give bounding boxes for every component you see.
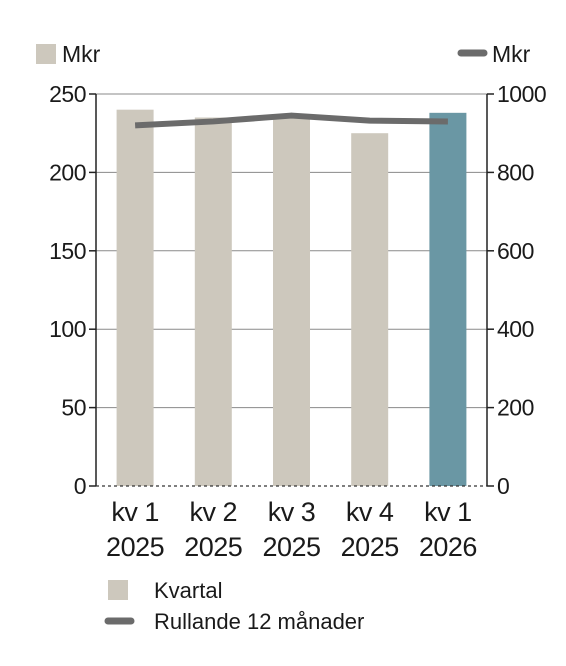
legend: Kvartal Rullande 12 månader	[104, 578, 364, 634]
unit-header: Mkr Mkr	[36, 41, 531, 67]
category-label: kv 4	[346, 497, 394, 527]
legend-line-label: Rullande 12 månader	[154, 609, 364, 634]
right-tick-label: 0	[497, 473, 509, 499]
left-tick-label: 200	[49, 159, 86, 185]
plot-area: 0 50 100 150 200 250 0 200 400 600 800 1000 kv 1 2025…	[49, 81, 547, 562]
category-label: kv 1	[111, 497, 159, 527]
right-tick-label: 1000	[497, 81, 546, 107]
bar	[194, 117, 232, 487]
left-tick-label: 50	[61, 395, 86, 421]
bar	[429, 112, 467, 486]
category-label: 2025	[341, 532, 399, 562]
left-tick-label: 100	[49, 316, 86, 342]
right-tick-label: 600	[497, 238, 534, 264]
bar	[273, 115, 310, 487]
left-tick-label: 0	[74, 473, 86, 499]
rolling-line	[134, 112, 448, 129]
right-tick-label: 200	[497, 395, 534, 421]
category-label: kv 3	[268, 497, 316, 527]
right-tick-label: 800	[497, 159, 534, 185]
category-label: 2026	[419, 532, 477, 562]
category-label: 2025	[262, 532, 320, 562]
bar	[116, 109, 154, 487]
right-tick-label: 400	[497, 316, 534, 342]
category-label: kv 1	[424, 497, 472, 527]
legend-bar-swatch	[108, 580, 128, 600]
left-tick-label: 150	[49, 238, 86, 264]
legend-bar-label: Kvartal	[154, 578, 222, 603]
left-tick-label: 250	[49, 81, 86, 107]
category-label: 2025	[106, 532, 164, 562]
bar	[351, 133, 389, 486]
category-label: 2025	[184, 532, 242, 562]
left-axis-unit: Mkr	[62, 41, 101, 67]
left-unit-swatch	[36, 44, 56, 64]
category-label: kv 2	[190, 497, 238, 527]
right-axis-unit: Mkr	[492, 41, 531, 67]
